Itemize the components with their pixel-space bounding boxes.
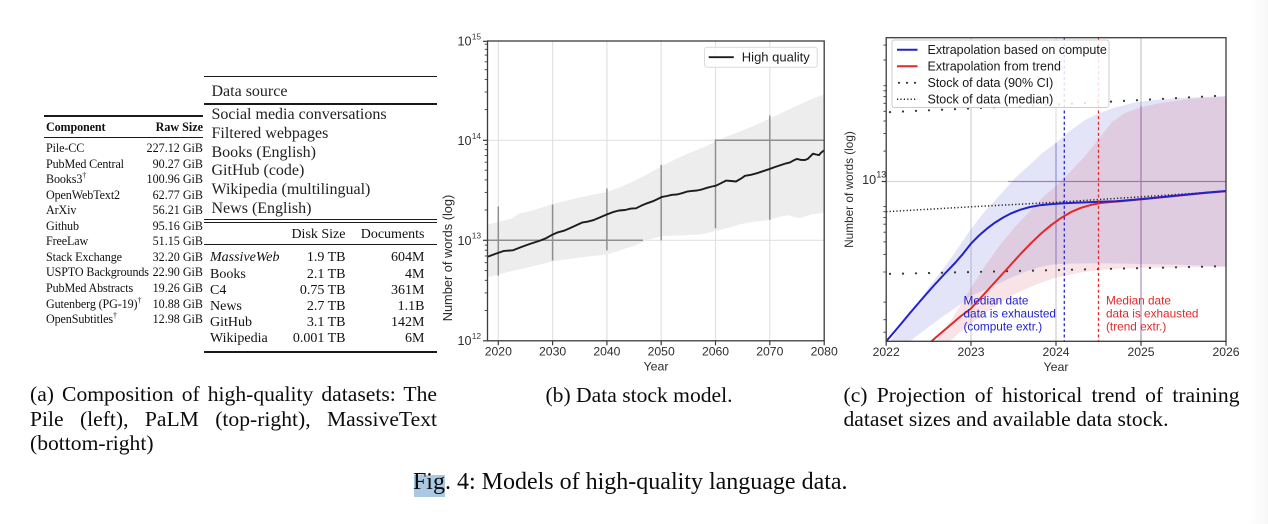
svg-text:Year: Year (1043, 360, 1068, 374)
svg-text:High quality: High quality (742, 50, 810, 65)
svg-text:2060: 2060 (702, 344, 729, 358)
svg-text:Stock of data (median): Stock of data (median) (928, 93, 1054, 107)
svg-text:13: 13 (472, 231, 482, 241)
svg-text:2024: 2024 (1042, 345, 1069, 359)
svg-text:2080: 2080 (811, 344, 838, 358)
svg-text:Extrapolation based on compute: Extrapolation based on compute (928, 43, 1107, 57)
svg-text:(trend extr.): (trend extr.) (1106, 320, 1166, 334)
svg-text:data is exhausted: data is exhausted (964, 307, 1056, 321)
svg-text:10: 10 (457, 334, 471, 348)
svg-text:15: 15 (472, 31, 482, 41)
svg-text:2030: 2030 (539, 344, 566, 358)
svg-text:14: 14 (472, 131, 482, 141)
svg-text:10: 10 (457, 134, 471, 148)
svg-text:2070: 2070 (756, 344, 783, 358)
svg-text:data is exhausted: data is exhausted (1106, 307, 1198, 321)
svg-text:13: 13 (876, 170, 886, 180)
svg-text:2022: 2022 (873, 345, 900, 359)
svg-text:Extrapolation from trend: Extrapolation from trend (928, 60, 1061, 74)
svg-text:Number of words (log): Number of words (log) (842, 131, 856, 248)
svg-text:Median date: Median date (964, 294, 1029, 308)
svg-text:2040: 2040 (593, 344, 620, 358)
svg-text:Stock of data (90% CI): Stock of data (90% CI) (928, 76, 1054, 90)
svg-text:2050: 2050 (648, 344, 675, 358)
svg-text:2023: 2023 (957, 345, 984, 359)
svg-text:2026: 2026 (1212, 345, 1239, 359)
svg-text:10: 10 (457, 34, 471, 48)
svg-text:2025: 2025 (1127, 345, 1154, 359)
svg-text:10: 10 (457, 234, 471, 248)
svg-text:Median date: Median date (1106, 294, 1171, 308)
svg-text:Number of words (log): Number of words (log) (440, 195, 455, 322)
svg-text:(compute extr.): (compute extr.) (964, 320, 1043, 334)
svg-text:2020: 2020 (485, 344, 512, 358)
svg-text:12: 12 (472, 331, 482, 341)
svg-text:Year: Year (643, 359, 668, 373)
svg-text:10: 10 (862, 173, 876, 187)
